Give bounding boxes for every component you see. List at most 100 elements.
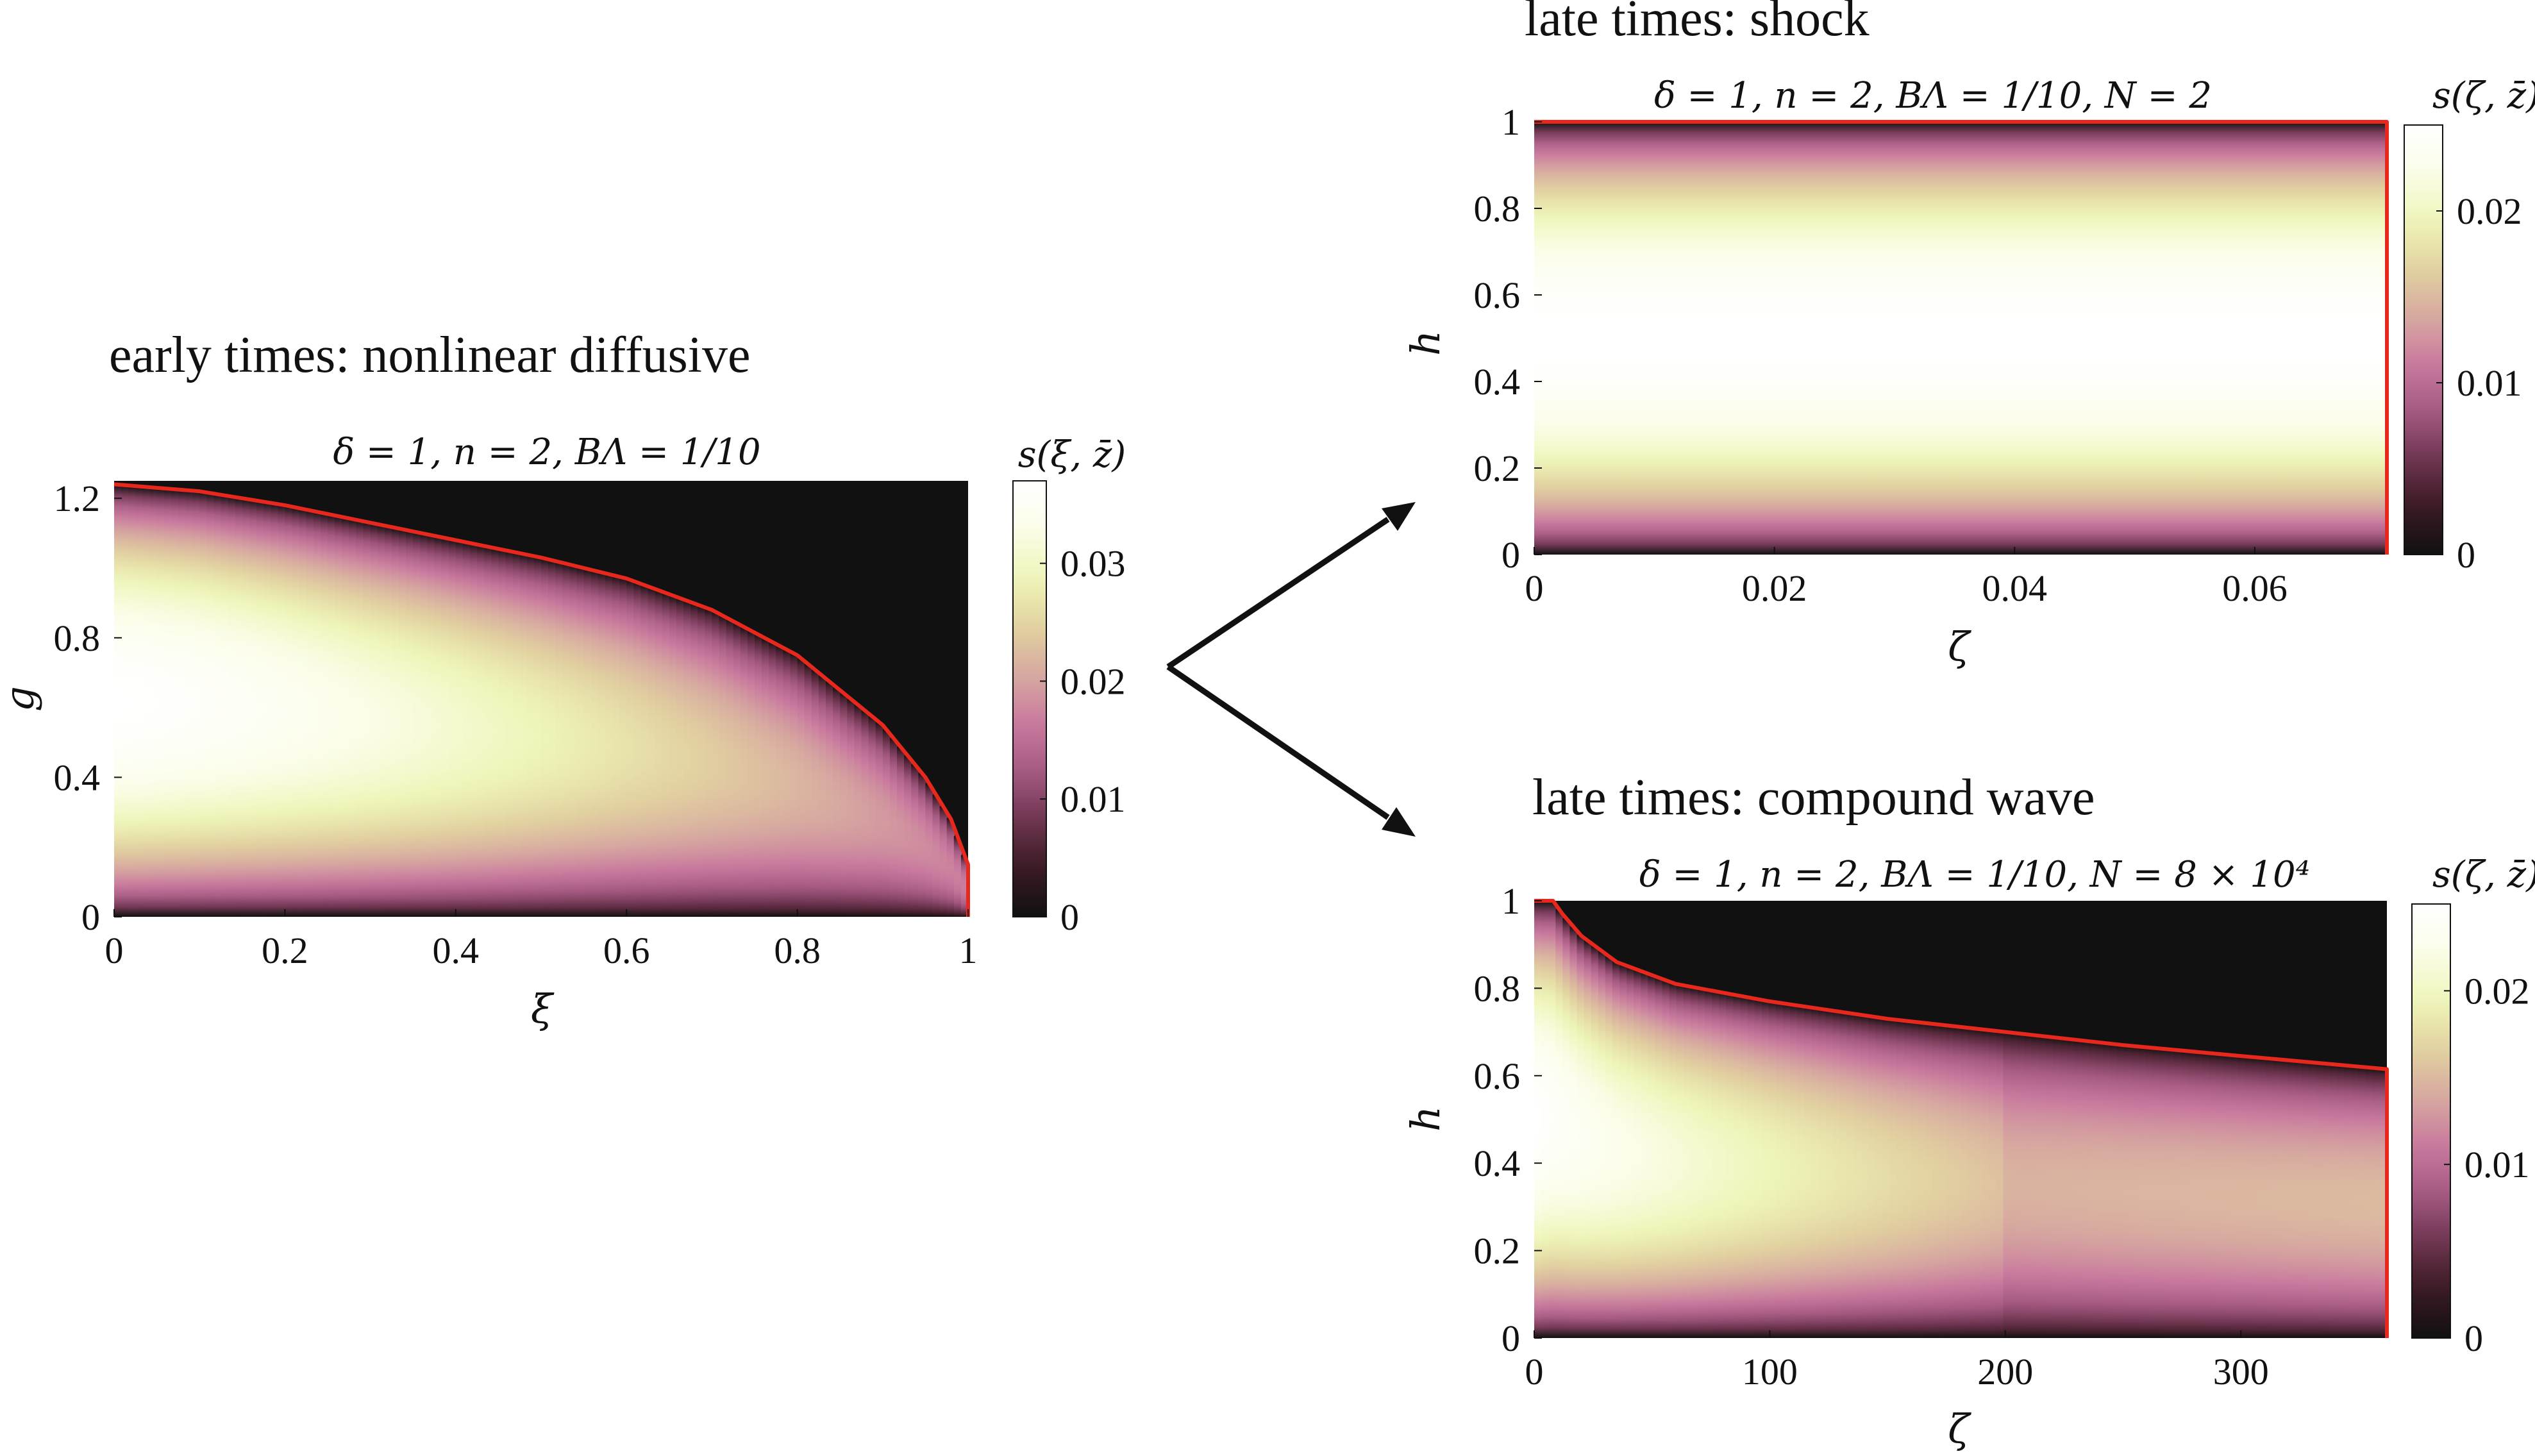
heatmap-column xyxy=(2145,1047,2154,1338)
heatmap-column xyxy=(1555,122,1564,555)
heatmap-column xyxy=(854,705,862,917)
heatmap-column xyxy=(519,554,528,917)
heatmap-column xyxy=(2060,122,2068,555)
heatmap-column xyxy=(1690,987,1699,1338)
heatmap-column xyxy=(740,626,749,917)
heatmap-column xyxy=(2010,1033,2018,1338)
colorbar-compound: 0 0.01 0.02 xyxy=(2411,903,2530,1359)
y-tick-label: 0.6 xyxy=(1474,274,1521,316)
heatmap-column xyxy=(2330,1064,2338,1338)
colorbar-scale xyxy=(2404,124,2443,555)
heatmap-column xyxy=(2046,122,2054,555)
heatmap-column xyxy=(1996,1031,2004,1338)
heatmap-column xyxy=(2266,122,2274,555)
heatmap-column xyxy=(1790,1005,1798,1338)
heatmap-column xyxy=(960,855,968,917)
heatmap-column xyxy=(1662,980,1670,1338)
heatmap-column xyxy=(434,536,442,917)
heatmap-column xyxy=(2017,122,2025,555)
heatmap-column xyxy=(1669,122,1677,555)
heatmap-column xyxy=(1846,1013,1855,1338)
heatmap-column xyxy=(1697,122,1706,555)
heatmap-column xyxy=(2138,1046,2146,1338)
heatmap-column xyxy=(925,783,933,917)
heatmap-column xyxy=(2123,1045,2132,1338)
heatmap-column xyxy=(2195,122,2204,555)
heatmap-column xyxy=(455,540,464,917)
heatmap-column xyxy=(221,495,229,917)
heatmap-column xyxy=(2081,122,2089,555)
heatmap-column xyxy=(2131,1046,2139,1338)
heatmap-column xyxy=(811,669,820,917)
heatmap-column xyxy=(470,544,478,917)
heatmap-column xyxy=(1989,1030,1997,1338)
heatmap-column xyxy=(1740,122,1748,555)
heatmap-column xyxy=(1655,122,1663,555)
heatmap-column xyxy=(2202,1053,2211,1338)
heatmap-field xyxy=(1534,901,2387,1338)
x-tick-label: 0 xyxy=(1525,567,1544,609)
heatmap-column xyxy=(1562,918,1571,1338)
heatmap-column xyxy=(213,494,222,917)
heatmap-column xyxy=(747,630,756,917)
x-tick-label: 0.02 xyxy=(1742,567,1807,609)
heatmap-column xyxy=(1939,122,1948,555)
heatmap-column xyxy=(2259,122,2267,555)
heatmap-column xyxy=(512,552,521,917)
heatmap-column xyxy=(2316,122,2324,555)
heatmap-column xyxy=(526,555,535,917)
y-axis-label-compound: h xyxy=(1402,1106,1449,1132)
heatmap-column xyxy=(1903,122,1912,555)
heatmap-column xyxy=(1584,940,1592,1338)
heatmap-column xyxy=(2102,122,2111,555)
heatmap-column xyxy=(2109,1044,2118,1338)
heatmap-column xyxy=(370,523,378,917)
x-tick-label: 0.04 xyxy=(1982,567,2048,609)
heatmap-column xyxy=(932,794,941,917)
heatmap-column xyxy=(2209,122,2218,555)
y-tick-label: 0.8 xyxy=(54,617,101,659)
heatmap-column xyxy=(391,528,400,917)
heatmap-column xyxy=(1932,1024,1940,1338)
heatmap-column xyxy=(1804,122,1812,555)
colorbar-tick-label: 0 xyxy=(2457,534,2475,576)
heatmap-column xyxy=(776,646,784,917)
heatmap-column xyxy=(1868,122,1877,555)
heatmap-column xyxy=(505,551,514,917)
heatmap-column xyxy=(655,590,663,917)
heatmap-column xyxy=(335,516,343,917)
heatmap-column xyxy=(206,493,215,917)
heatmap-column xyxy=(1683,122,1692,555)
heatmap-field xyxy=(114,484,968,917)
heatmap-column xyxy=(2302,1062,2310,1338)
heatmap-column xyxy=(939,806,948,917)
x-tick-label: 200 xyxy=(1977,1351,2033,1393)
heatmap-column xyxy=(797,658,805,917)
heatmap-column xyxy=(1697,989,1706,1338)
heatmap-column xyxy=(2309,122,2317,555)
subtitle-early: δ = 1, n = 2, BΛ = 1/10 xyxy=(333,431,760,473)
heatmap-column xyxy=(1818,1009,1827,1338)
heatmap-column xyxy=(2159,1048,2168,1338)
heatmap-column xyxy=(1577,122,1585,555)
heatmap-column xyxy=(278,505,286,917)
x-tick-label: 0.2 xyxy=(262,930,308,971)
heatmap-column xyxy=(1641,972,1649,1338)
heatmap-column xyxy=(1598,951,1607,1338)
heatmap-column xyxy=(1875,1017,1884,1338)
heatmap-column xyxy=(2123,122,2132,555)
heatmap-column xyxy=(149,487,158,917)
heatmap-column xyxy=(2216,1054,2225,1338)
heatmap-column xyxy=(292,507,300,917)
x-tick-label: 0 xyxy=(105,930,124,971)
heatmap-column xyxy=(2166,1049,2175,1338)
heatmap-column xyxy=(2131,122,2139,555)
heatmap-column xyxy=(2195,1052,2204,1338)
heatmap-column xyxy=(1605,956,1614,1338)
y-tick-label: 0.2 xyxy=(1474,1230,1521,1272)
front-curve xyxy=(113,482,970,917)
heatmap-column xyxy=(619,578,628,917)
heatmap-column xyxy=(1534,122,1543,555)
x-ticks-shock: 0 0.02 0.04 0.06 xyxy=(1525,547,2288,609)
heatmap-column xyxy=(1903,1021,1912,1338)
